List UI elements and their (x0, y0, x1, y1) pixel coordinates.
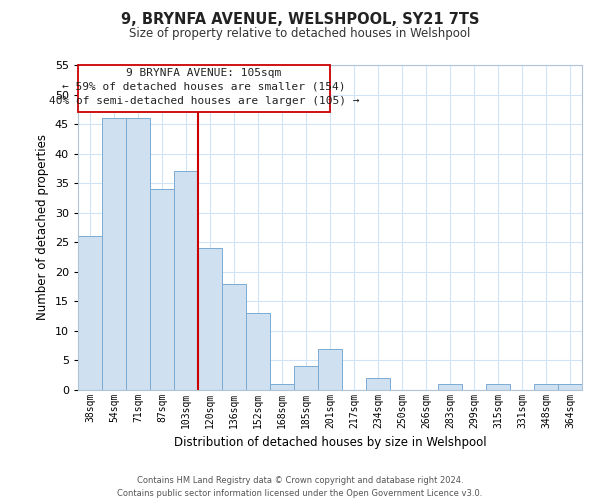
Bar (534, 384, 558, 390)
Text: ← 59% of detached houses are smaller (154): ← 59% of detached houses are smaller (15… (62, 82, 346, 92)
Bar (126, 118, 150, 390)
Bar (222, 284, 246, 390)
Bar (486, 384, 510, 390)
Bar (558, 384, 582, 390)
Bar (102, 118, 126, 390)
Bar (246, 313, 270, 390)
Bar (78, 65, 330, 112)
Text: 40% of semi-detached houses are larger (105) →: 40% of semi-detached houses are larger (… (49, 96, 359, 106)
Bar (198, 248, 222, 390)
X-axis label: Distribution of detached houses by size in Welshpool: Distribution of detached houses by size … (173, 436, 487, 450)
Text: 9 BRYNFA AVENUE: 105sqm: 9 BRYNFA AVENUE: 105sqm (127, 68, 281, 78)
Y-axis label: Number of detached properties: Number of detached properties (36, 134, 49, 320)
Bar (270, 384, 294, 390)
Bar (294, 366, 318, 390)
Bar (174, 172, 198, 390)
Bar (318, 348, 342, 390)
Text: Size of property relative to detached houses in Welshpool: Size of property relative to detached ho… (130, 28, 470, 40)
Text: Contains HM Land Registry data © Crown copyright and database right 2024.
Contai: Contains HM Land Registry data © Crown c… (118, 476, 482, 498)
Bar (78, 236, 102, 390)
Text: 9, BRYNFA AVENUE, WELSHPOOL, SY21 7TS: 9, BRYNFA AVENUE, WELSHPOOL, SY21 7TS (121, 12, 479, 28)
Bar (366, 378, 390, 390)
Bar (438, 384, 462, 390)
Bar (150, 189, 174, 390)
